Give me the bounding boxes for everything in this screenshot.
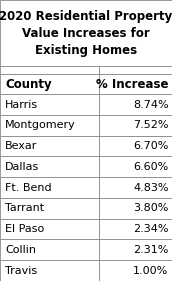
Bar	[0, 239, 99, 260]
Bar	[0, 177, 99, 198]
Bar	[0, 136, 99, 157]
Bar	[0, 115, 99, 136]
Bar	[0, 157, 99, 177]
Text: Tarrant: Tarrant	[5, 203, 44, 213]
Text: 2020 Residential Property
Value Increases for
Existing Homes: 2020 Residential Property Value Increase…	[0, 10, 172, 56]
Bar	[99, 157, 172, 177]
Bar	[0, 94, 99, 115]
Text: 4.83%: 4.83%	[133, 183, 169, 192]
Bar	[99, 177, 172, 198]
Text: Harris: Harris	[5, 99, 38, 110]
Text: % Increase: % Increase	[96, 78, 169, 90]
Bar	[99, 94, 172, 115]
Text: El Paso: El Paso	[5, 224, 44, 234]
Text: 8.74%: 8.74%	[133, 99, 169, 110]
Bar	[0, 0, 172, 66]
Text: 1.00%: 1.00%	[133, 266, 169, 276]
Bar	[99, 198, 172, 219]
Bar	[0, 219, 99, 239]
Text: 7.52%: 7.52%	[133, 120, 169, 130]
Text: County: County	[5, 78, 52, 90]
Text: Bexar: Bexar	[5, 141, 37, 151]
Bar	[0, 260, 99, 281]
Bar	[99, 239, 172, 260]
Text: 3.80%: 3.80%	[133, 203, 169, 213]
Text: Ft. Bend: Ft. Bend	[5, 183, 52, 192]
Bar	[99, 219, 172, 239]
Bar	[99, 260, 172, 281]
Text: Montgomery: Montgomery	[5, 120, 76, 130]
Bar	[0, 66, 99, 74]
Text: 2.31%: 2.31%	[133, 245, 169, 255]
Bar	[99, 136, 172, 157]
Bar	[0, 74, 99, 94]
Bar	[99, 66, 172, 74]
Text: Collin: Collin	[5, 245, 36, 255]
Bar	[99, 115, 172, 136]
Text: Dallas: Dallas	[5, 162, 39, 172]
Text: 6.70%: 6.70%	[133, 141, 169, 151]
Text: 2.34%: 2.34%	[133, 224, 169, 234]
Bar	[0, 198, 99, 219]
Text: 6.60%: 6.60%	[133, 162, 169, 172]
Text: Travis: Travis	[5, 266, 37, 276]
Bar	[99, 74, 172, 94]
